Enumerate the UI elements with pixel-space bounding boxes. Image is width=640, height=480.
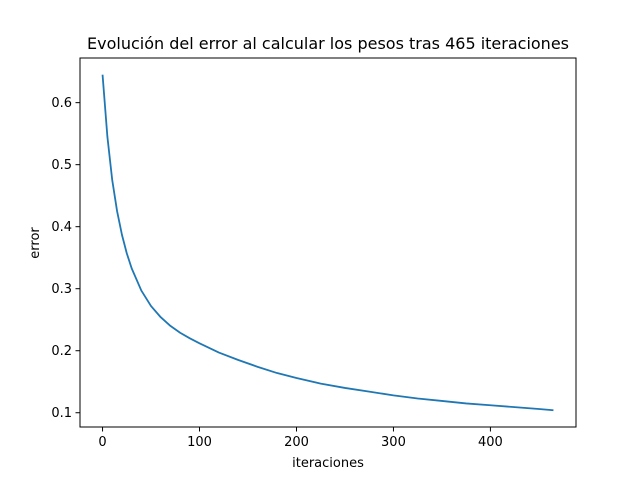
x-tick-label: 300 bbox=[381, 435, 406, 450]
x-tick-label: 100 bbox=[187, 435, 212, 450]
x-axis-label: iteraciones bbox=[292, 456, 364, 471]
y-tick-label: 0.5 bbox=[51, 158, 72, 173]
series-line-0 bbox=[101, 74, 554, 412]
x-tick-label: 0 bbox=[98, 435, 106, 450]
plot-layer bbox=[101, 74, 554, 412]
y-tick-label: 0.3 bbox=[51, 282, 72, 297]
y-tick-label: 0.1 bbox=[51, 406, 72, 421]
x-tick-label: 200 bbox=[284, 435, 309, 450]
x-tick-label: 400 bbox=[478, 435, 503, 450]
y-tick-label: 0.6 bbox=[51, 96, 72, 111]
tick-layer: 0 100 200 300 400 0.1 0.2 0.3 0.4 0.5 0.6 bbox=[51, 96, 503, 450]
y-tick-label: 0.2 bbox=[51, 344, 72, 359]
chart-title: Evolución del error al calcular los peso… bbox=[87, 34, 569, 53]
y-tick-label: 0.4 bbox=[51, 220, 72, 235]
plot-frame bbox=[79, 57, 577, 428]
y-axis-label: error bbox=[28, 227, 43, 259]
